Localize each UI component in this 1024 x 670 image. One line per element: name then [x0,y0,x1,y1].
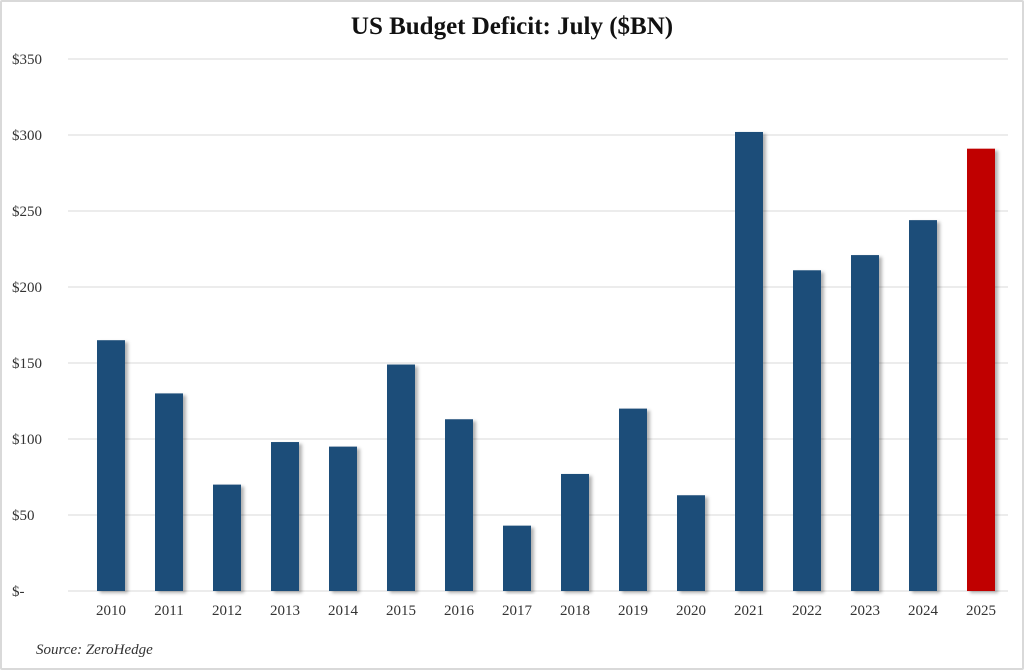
x-tick-label: 2014 [328,603,359,619]
y-tick-label: $350 [12,52,42,68]
chart-title: US Budget Deficit: July ($BN) [351,13,673,40]
bar-2015 [387,364,415,591]
bar-2021 [735,131,763,591]
bar-2017 [503,525,531,591]
bar-2010 [97,340,125,591]
x-tick-label: 2018 [560,603,590,619]
bar-2012 [213,484,241,591]
x-tick-label: 2017 [502,603,533,619]
bar-2016 [445,419,473,591]
bars [97,131,995,591]
x-tick-label: 2012 [212,603,242,619]
bar-2023 [851,255,879,591]
bar-2024 [909,220,937,591]
x-tick-label: 2020 [676,603,706,619]
bar-2019 [619,408,647,591]
y-tick-label: $100 [12,432,42,448]
x-axis-ticks: 2010 2011 2012 2013 2014 2015 2016 2017 2018 2019… [96,603,996,619]
x-tick-label: 2024 [908,603,939,619]
x-tick-label: 2016 [444,603,475,619]
bar-2025 [967,148,995,591]
y-tick-label: $150 [12,356,42,372]
x-tick-label: 2022 [792,603,822,619]
y-tick-label: $250 [12,204,42,220]
y-tick-label: $- [12,584,25,600]
bar-2011 [155,393,183,591]
bar-2020 [677,495,705,591]
bar-2018 [561,473,589,591]
bar-2013 [271,442,299,591]
x-tick-label: 2019 [618,603,648,619]
y-tick-label: $300 [12,128,42,144]
y-tick-label: $50 [12,508,35,524]
bar-2014 [329,446,357,591]
y-tick-label: $200 [12,280,42,296]
x-tick-label: 2011 [154,603,183,619]
x-tick-label: 2021 [734,603,764,619]
x-tick-label: 2015 [386,603,416,619]
source-note: Source: ZeroHedge [36,642,153,658]
x-tick-label: 2013 [270,603,300,619]
x-tick-label: 2025 [966,603,996,619]
x-tick-label: 2010 [96,603,126,619]
x-tick-label: 2023 [850,603,880,619]
y-axis-ticks: $- $50 $100 $150 $200 $250 $300 $350 [12,52,42,600]
bar-2022 [793,270,821,591]
